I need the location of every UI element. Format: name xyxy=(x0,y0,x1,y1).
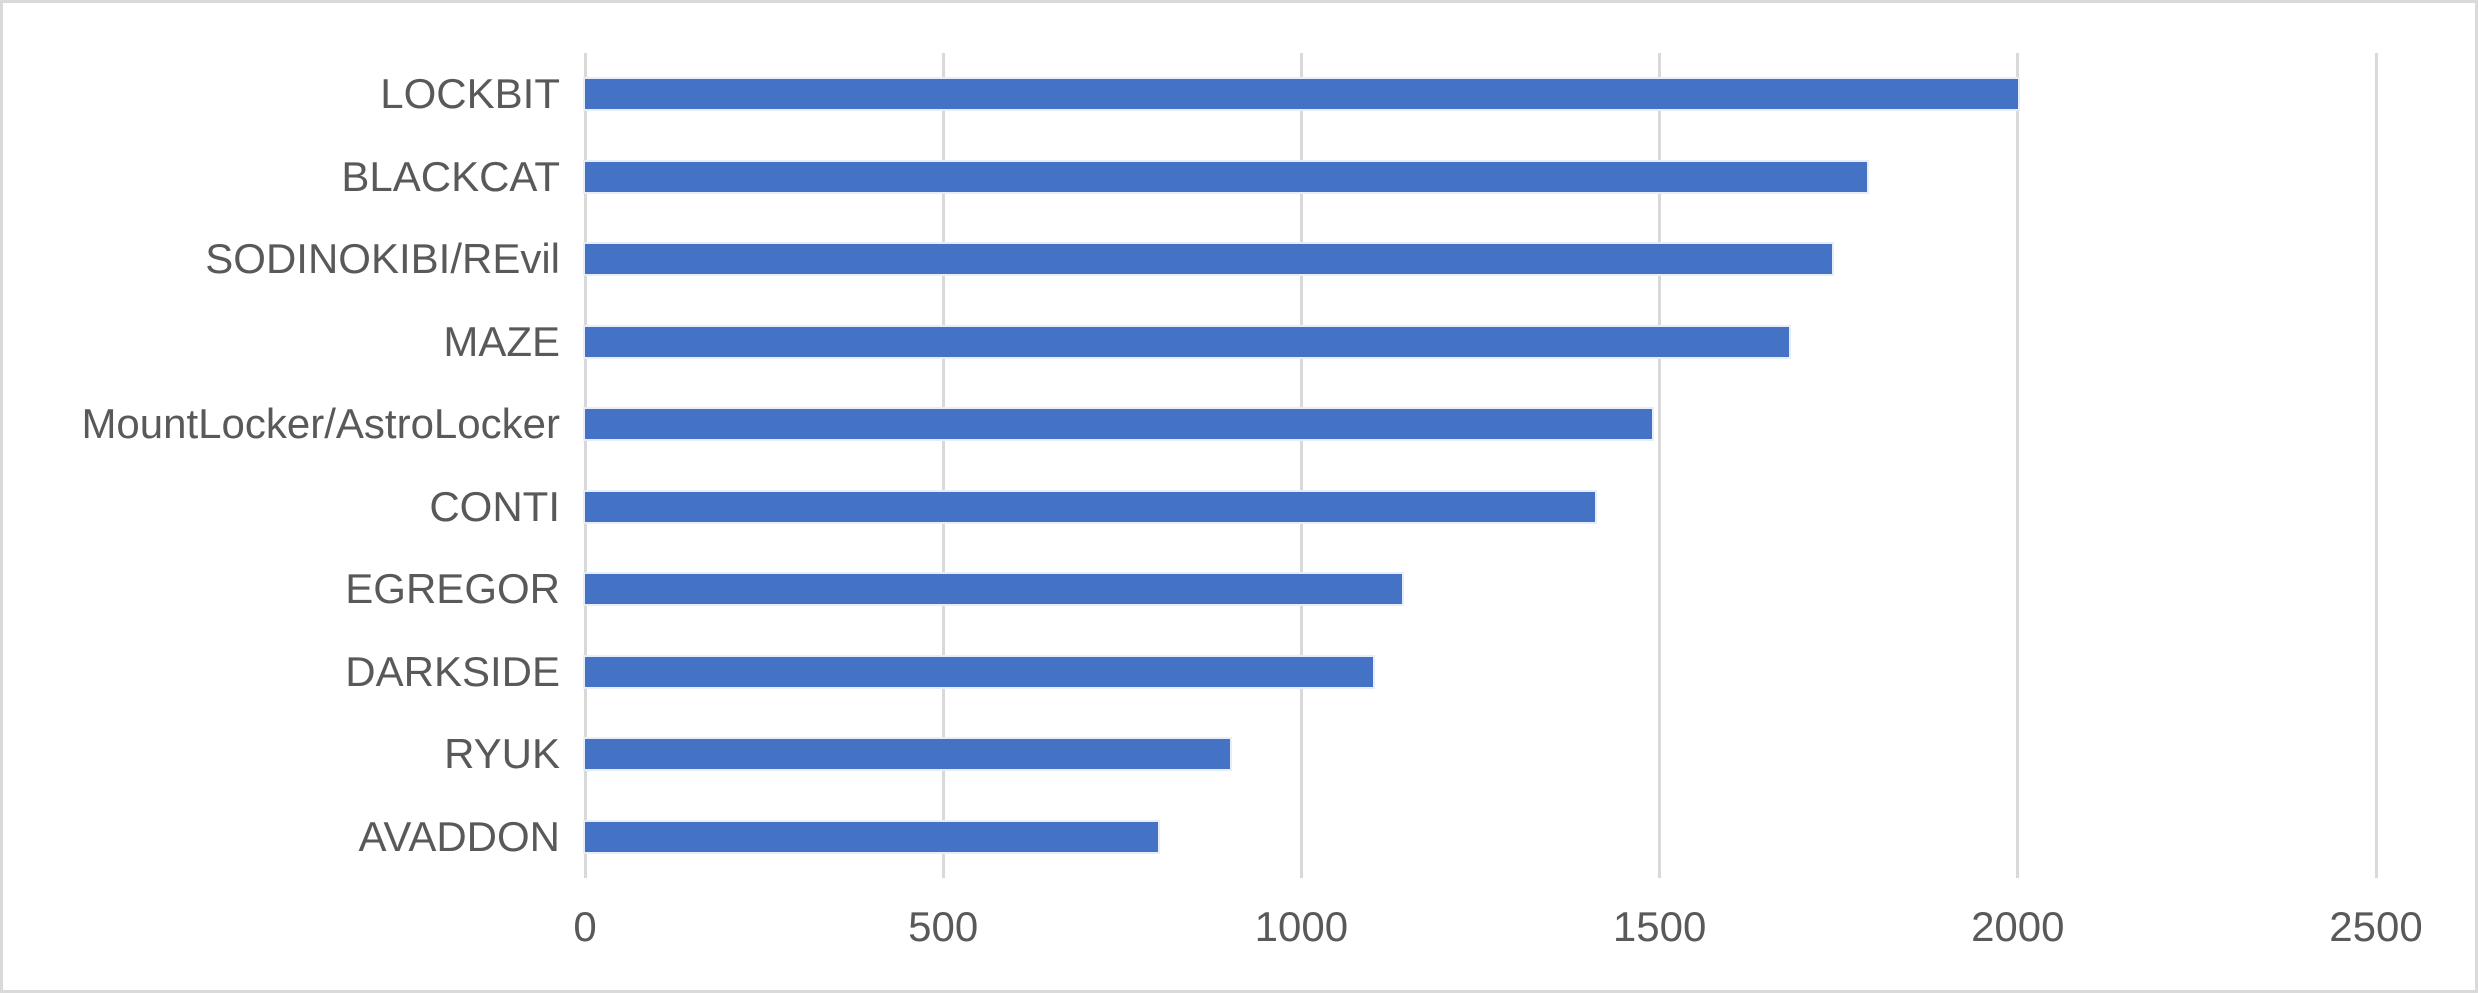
gridline-2500 xyxy=(2374,53,2378,878)
value-axis-labels: 0 500 1000 1500 2000 2500 xyxy=(573,903,2422,963)
bar-lockbit xyxy=(585,79,2018,110)
category-label: RYUK xyxy=(444,730,560,778)
bar-row xyxy=(585,136,2376,219)
gridline-1500 xyxy=(1658,53,1662,878)
bar-sodinokibi-revil xyxy=(585,244,1832,275)
bar-row xyxy=(585,218,2376,301)
value-axis-tick-label: 2500 xyxy=(2329,903,2423,950)
category-axis-labels: LOCKBIT BLACKCAT SODINOKIBI/REvil MAZE Mount… xyxy=(3,53,560,878)
category-label: LOCKBIT xyxy=(380,70,560,118)
category-label: MAZE xyxy=(443,317,560,365)
value-axis-tick-label: 1500 xyxy=(1612,903,1707,950)
bar-blackcat xyxy=(585,161,1868,192)
value-axis-tick-label: 0 xyxy=(573,903,597,950)
plot-area xyxy=(583,53,2378,878)
category-label: AVADDON xyxy=(358,812,560,860)
bar-avaddon xyxy=(585,821,1159,852)
bar-row xyxy=(585,713,2376,796)
bar-mountlocker-astrolocker xyxy=(585,409,1653,440)
category-label: BLACKCAT xyxy=(341,152,560,200)
gridline-1000 xyxy=(1299,53,1303,878)
bar-darkside xyxy=(585,656,1374,687)
bar-conti xyxy=(585,491,1596,522)
bar-row xyxy=(585,631,2376,714)
bar-egregor xyxy=(585,574,1402,605)
bar-row xyxy=(585,301,2376,384)
category-label: EGREGOR xyxy=(345,565,560,613)
category-label: SODINOKIBI/REvil xyxy=(205,235,560,283)
category-label: CONTI xyxy=(429,482,560,530)
category-label: MountLocker/AstroLocker xyxy=(81,400,560,448)
bar-row xyxy=(585,548,2376,631)
value-axis-tick-label: 2000 xyxy=(1971,903,2065,950)
gridline-2000 xyxy=(2016,53,2020,878)
value-axis-tick-label: 500 xyxy=(908,903,979,950)
bar-ryuk xyxy=(585,739,1230,770)
bar-row xyxy=(585,53,2376,136)
category-label: DARKSIDE xyxy=(345,647,560,695)
bar-maze xyxy=(585,326,1789,357)
bar-row xyxy=(585,466,2376,549)
bar-series xyxy=(585,53,2376,878)
bar-row xyxy=(585,796,2376,879)
value-axis-line xyxy=(583,53,587,878)
value-axis-tick-label: 1000 xyxy=(1254,903,1349,950)
gridline-500 xyxy=(941,53,945,878)
bar-row xyxy=(585,383,2376,466)
